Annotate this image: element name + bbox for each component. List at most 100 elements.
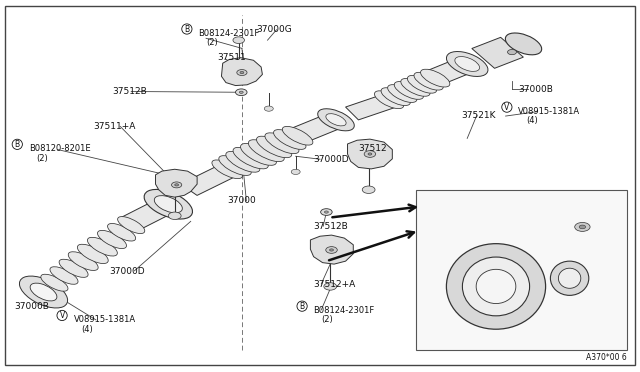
Ellipse shape (326, 114, 346, 126)
Ellipse shape (282, 126, 313, 145)
Circle shape (175, 184, 179, 186)
Text: 37000G: 37000G (256, 25, 292, 34)
Ellipse shape (408, 76, 436, 93)
Text: (4): (4) (81, 325, 93, 334)
Text: 37512B: 37512B (112, 87, 147, 96)
Circle shape (326, 247, 337, 253)
Circle shape (264, 106, 273, 111)
Ellipse shape (394, 81, 424, 99)
Circle shape (579, 225, 586, 229)
Text: V08915-1381A: V08915-1381A (518, 107, 580, 116)
Bar (416, 190, 627, 350)
Ellipse shape (108, 224, 136, 241)
Ellipse shape (97, 230, 127, 248)
Ellipse shape (212, 160, 243, 179)
Ellipse shape (233, 147, 268, 169)
Text: B: B (300, 302, 305, 311)
Ellipse shape (273, 129, 306, 150)
Circle shape (240, 71, 244, 74)
Ellipse shape (447, 51, 488, 77)
Ellipse shape (59, 259, 88, 278)
Circle shape (291, 169, 300, 174)
Circle shape (321, 209, 332, 215)
Ellipse shape (462, 257, 530, 316)
Ellipse shape (30, 283, 57, 301)
Polygon shape (180, 164, 239, 195)
Circle shape (168, 212, 181, 219)
Ellipse shape (219, 155, 252, 176)
Polygon shape (427, 60, 469, 84)
Polygon shape (310, 235, 353, 264)
Ellipse shape (374, 91, 404, 109)
Text: 37512B: 37512B (314, 222, 348, 231)
Text: 37000D: 37000D (109, 267, 145, 276)
Polygon shape (289, 116, 338, 142)
Ellipse shape (41, 274, 68, 291)
Circle shape (172, 182, 182, 188)
Text: V: V (60, 311, 65, 320)
Circle shape (237, 70, 247, 76)
Text: 37000D: 37000D (314, 155, 349, 164)
Ellipse shape (455, 57, 479, 71)
Ellipse shape (317, 109, 355, 131)
Ellipse shape (447, 244, 545, 329)
Text: (4): (4) (526, 116, 538, 125)
Text: V08915-1381A: V08915-1381A (74, 315, 136, 324)
Text: 37000: 37000 (227, 196, 256, 205)
Text: 37511+A: 37511+A (93, 122, 135, 131)
Text: 37511: 37511 (218, 53, 246, 62)
Ellipse shape (401, 78, 430, 96)
Text: B: B (184, 25, 189, 33)
Text: A370*00 6: A370*00 6 (586, 353, 627, 362)
Ellipse shape (558, 268, 581, 288)
Ellipse shape (381, 88, 410, 106)
Circle shape (362, 186, 375, 193)
Polygon shape (221, 58, 262, 86)
Circle shape (233, 37, 244, 44)
Text: 37512: 37512 (358, 144, 387, 153)
Text: B: B (15, 140, 20, 149)
Ellipse shape (88, 237, 117, 256)
Ellipse shape (420, 69, 450, 87)
Circle shape (236, 89, 247, 96)
Ellipse shape (241, 144, 276, 165)
Circle shape (324, 283, 337, 290)
Text: (2): (2) (321, 315, 333, 324)
Text: 37512+A: 37512+A (314, 280, 356, 289)
Circle shape (330, 249, 333, 251)
Text: B08120-8201E: B08120-8201E (29, 144, 90, 153)
Ellipse shape (550, 261, 589, 295)
Ellipse shape (388, 85, 417, 102)
Ellipse shape (226, 151, 260, 172)
Circle shape (368, 153, 372, 155)
Ellipse shape (248, 140, 284, 161)
Polygon shape (156, 169, 197, 197)
Polygon shape (122, 204, 166, 230)
Ellipse shape (68, 252, 98, 270)
Polygon shape (472, 37, 524, 68)
Ellipse shape (506, 33, 541, 55)
Ellipse shape (50, 267, 78, 284)
Text: 37521K: 37521K (461, 111, 495, 120)
Text: (2): (2) (206, 38, 218, 47)
Ellipse shape (77, 244, 108, 263)
Ellipse shape (414, 72, 444, 90)
Text: (2): (2) (36, 154, 48, 163)
Circle shape (324, 211, 328, 213)
Ellipse shape (118, 217, 145, 234)
Text: 37000B: 37000B (14, 302, 49, 311)
Ellipse shape (144, 189, 193, 219)
Text: 37000B: 37000B (518, 85, 553, 94)
Text: B08124-2301F: B08124-2301F (314, 306, 375, 315)
Circle shape (239, 91, 243, 93)
Ellipse shape (476, 269, 516, 304)
Text: V: V (504, 103, 509, 112)
Ellipse shape (265, 133, 299, 154)
Ellipse shape (257, 136, 292, 158)
Text: B08124-2301F: B08124-2301F (198, 29, 260, 38)
Polygon shape (348, 139, 392, 169)
Circle shape (508, 49, 516, 55)
Ellipse shape (154, 196, 182, 213)
Circle shape (575, 222, 590, 231)
Polygon shape (346, 94, 397, 120)
